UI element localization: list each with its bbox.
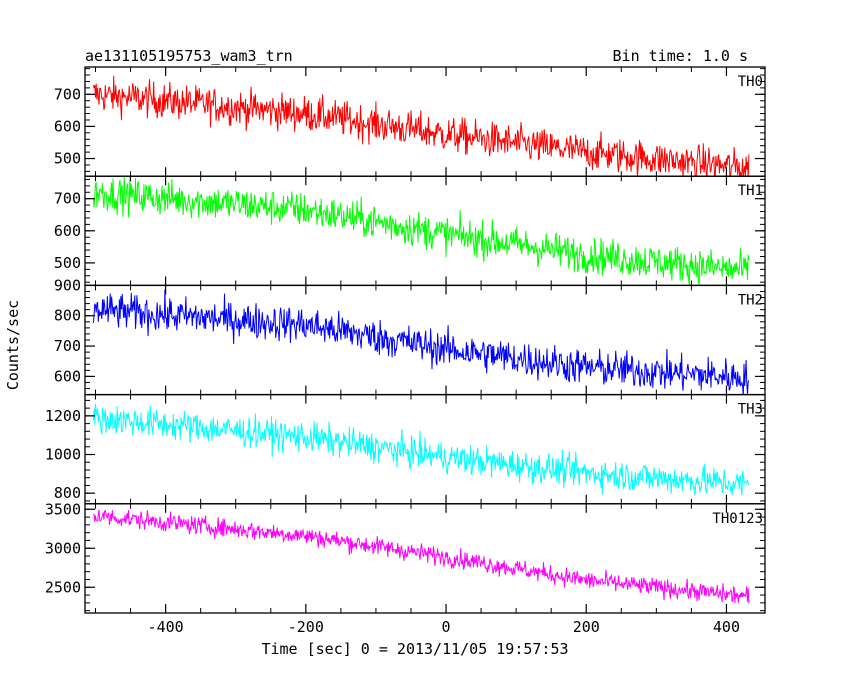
x-tick-label: -400 xyxy=(148,618,184,636)
y-tick-label: 700 xyxy=(54,190,81,208)
series-line-th0 xyxy=(92,75,750,177)
series-line-th2 xyxy=(92,289,750,395)
x-tick-label: 200 xyxy=(573,618,600,636)
x-tick-label: -200 xyxy=(288,618,324,636)
panel-th3: 800 1000 1200 TH3 xyxy=(45,393,766,505)
y-tick-label: 600 xyxy=(54,367,81,385)
y-tick-label: 3000 xyxy=(45,539,81,557)
panel-label-th0123: TH0123 xyxy=(712,511,763,527)
y-tick-label: 700 xyxy=(54,85,81,103)
y-tick-label: 600 xyxy=(54,117,81,135)
panel-label-th3: TH3 xyxy=(738,402,763,418)
panels-group: 500 600 700 TH0 500 600 700 TH1 600 700 800 900 TH2 8… xyxy=(45,66,766,636)
series-line-th0123 xyxy=(93,509,750,604)
panel-label-th1: TH1 xyxy=(738,183,763,199)
panel-th2: 600 700 800 900 TH2 xyxy=(54,276,766,396)
x-tick-label: 0 xyxy=(442,618,451,636)
panel-th1: 500 600 700 TH1 xyxy=(54,175,766,287)
x-axis-title: Time [sec] 0 = 2013/11/05 19:57:53 xyxy=(261,640,568,658)
series-line-th3 xyxy=(92,403,750,496)
panel-label-th0: TH0 xyxy=(738,74,763,90)
figure-title: ae131105195753_wam3_trn xyxy=(85,47,293,65)
panel-th0: 500 600 700 TH0 xyxy=(54,66,766,177)
bin-time-label: Bin time: 1.0 s xyxy=(613,47,748,65)
y-axis-title: Counts/sec xyxy=(4,300,22,390)
y-tick-label: 1000 xyxy=(45,446,81,464)
y-tick-label: 500 xyxy=(54,150,81,168)
panel-label-th2: TH2 xyxy=(738,292,763,308)
y-tick-label: 800 xyxy=(54,484,81,502)
series-line-th1 xyxy=(92,176,750,286)
panel-th0123: 2500 3000 3500 TH0123 xyxy=(45,500,766,614)
x-tick-label: 400 xyxy=(713,618,740,636)
y-tick-label: 2500 xyxy=(45,578,81,596)
y-tick-label: 1200 xyxy=(45,407,81,425)
panel-frame xyxy=(84,503,766,614)
y-tick-label: 900 xyxy=(54,276,81,294)
y-tick-label: 500 xyxy=(54,254,81,272)
y-tick-label: 700 xyxy=(54,337,81,355)
y-tick-label: 600 xyxy=(54,222,81,240)
y-tick-label: 800 xyxy=(54,307,81,325)
y-tick-label: 3500 xyxy=(45,500,81,518)
